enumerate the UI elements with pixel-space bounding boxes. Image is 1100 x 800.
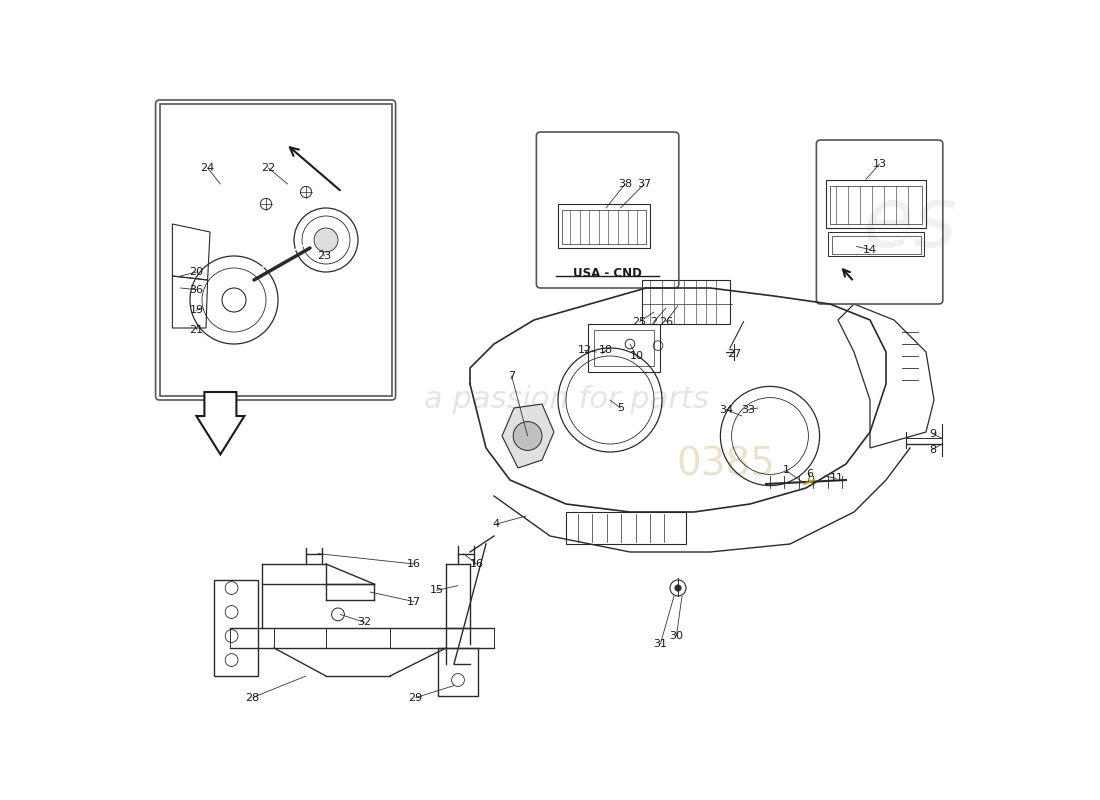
Text: 6: 6 [806,469,814,478]
Text: 14: 14 [862,245,877,254]
Bar [832,236,921,254]
Text: 16: 16 [470,559,483,569]
Text: 29: 29 [408,693,422,702]
Bar [588,324,660,372]
Polygon shape [197,392,244,454]
Text: 5: 5 [617,403,624,413]
Text: 34: 34 [719,405,733,414]
Text: 22: 22 [262,163,275,173]
Circle shape [674,585,681,591]
Text: 32: 32 [358,618,372,627]
Text: 28: 28 [245,693,260,702]
Text: 4: 4 [493,519,500,529]
Text: 30: 30 [670,631,683,641]
Text: 15: 15 [429,586,443,595]
Text: 21: 21 [189,325,204,334]
Bar [160,104,392,396]
Bar [826,180,926,228]
Bar [828,232,924,256]
Text: es: es [862,183,957,265]
Text: 38: 38 [618,179,632,189]
Text: 23: 23 [317,251,331,261]
Text: 24: 24 [200,163,214,173]
Text: 20: 20 [189,267,204,277]
Text: 13: 13 [872,159,887,169]
Bar [558,204,650,248]
Text: 36: 36 [189,285,204,294]
Text: 10: 10 [629,351,644,361]
Text: 8: 8 [928,445,936,454]
Bar [566,512,686,544]
Bar [642,280,730,324]
Text: 7: 7 [508,371,515,381]
Bar [830,186,922,224]
Circle shape [314,228,338,252]
Text: 1: 1 [782,466,790,475]
Circle shape [514,422,542,450]
Text: 2: 2 [650,317,658,326]
Text: 12: 12 [578,346,592,355]
Text: 25: 25 [632,317,647,326]
Text: 33: 33 [741,405,756,414]
Polygon shape [502,404,554,468]
Bar [594,330,654,366]
Text: 0385: 0385 [676,445,776,483]
Text: 26: 26 [659,317,673,326]
Text: 19: 19 [189,306,204,315]
Text: 27: 27 [727,349,741,358]
Text: a passion for parts: a passion for parts [424,386,708,414]
Text: 17: 17 [407,597,421,606]
Text: 37: 37 [637,179,651,189]
Text: 18: 18 [598,346,613,355]
Text: USA - CND: USA - CND [573,267,642,280]
Text: 31: 31 [653,639,668,649]
Text: 9: 9 [928,429,936,438]
Bar [562,210,646,244]
Text: 16: 16 [407,559,421,569]
Text: 11: 11 [829,474,844,483]
